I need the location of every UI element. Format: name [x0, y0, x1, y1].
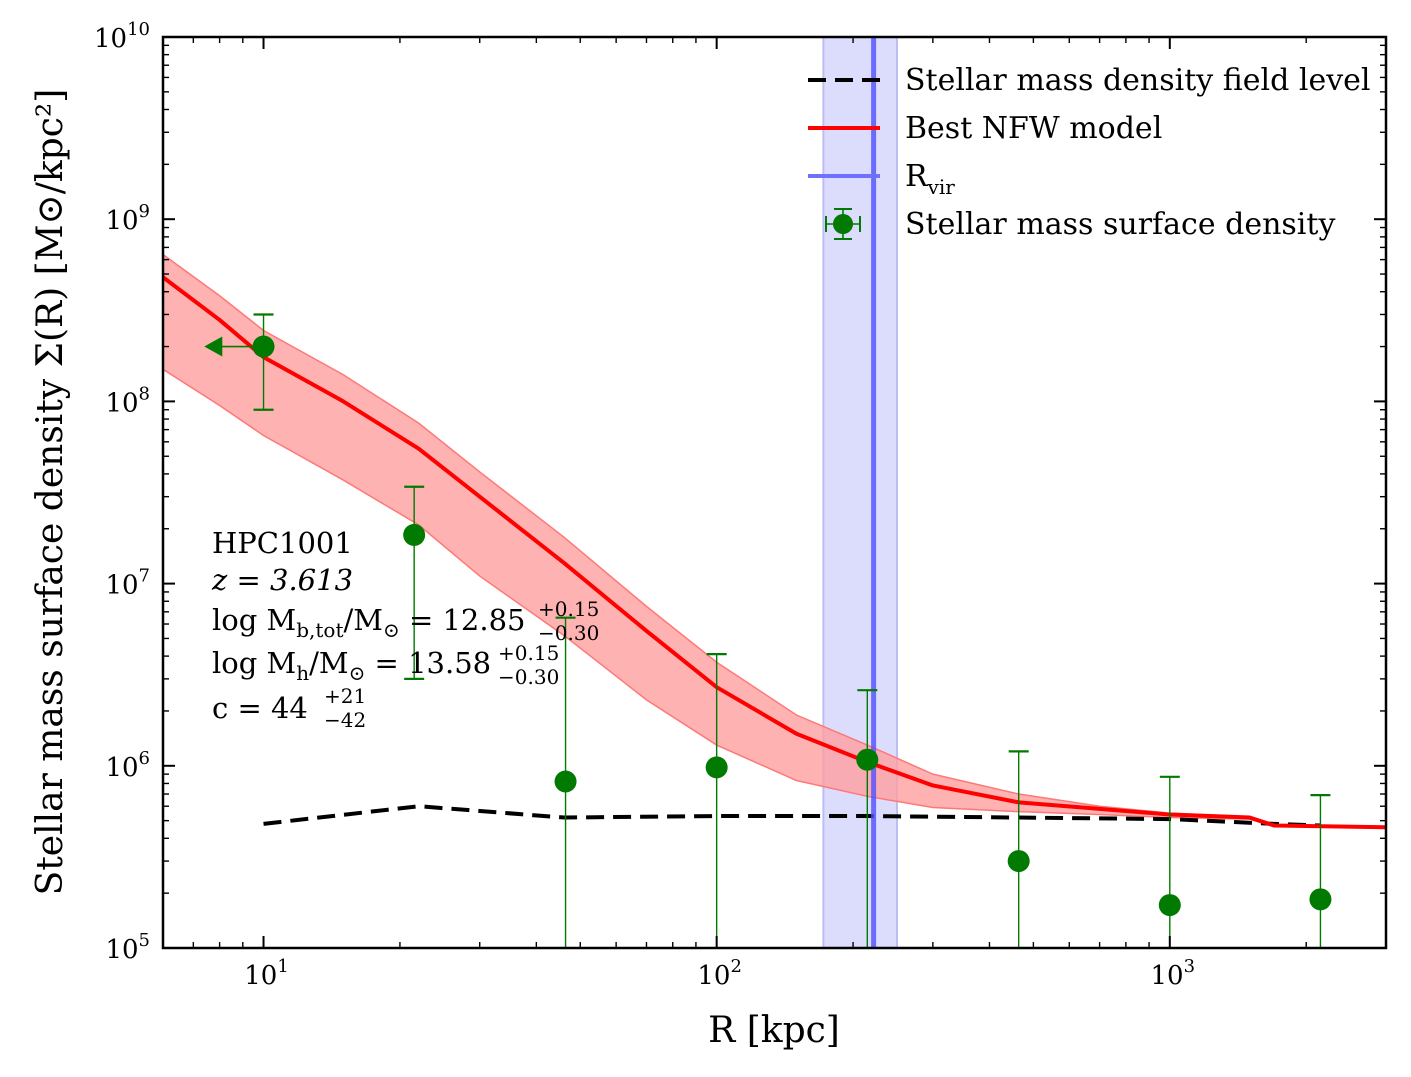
annotation-concentration: c = 44 — [212, 691, 308, 725]
y-tick-label: 108 — [105, 383, 150, 418]
data-point — [1007, 850, 1030, 873]
annotation-baryon-mass: log Mb,tot/M⊙ = 12.85 — [212, 603, 526, 642]
y-axis-label: Stellar mass surface density Σ(R) [M⊙/kp… — [30, 89, 71, 896]
x-tick-label: 102 — [697, 956, 742, 991]
point-layer — [204, 313, 1332, 948]
annotation-baryon-mass-upper: +0.15 — [538, 597, 599, 621]
legend: Stellar mass density field level Best NFW… — [808, 63, 1371, 242]
x-axis-label: R [kpc] — [708, 1010, 840, 1051]
annotation-baryon-mass-lower: −0.30 — [538, 621, 599, 645]
annotation-name: HPC1001 — [212, 526, 353, 560]
annotation-halo-mass-lower: −0.30 — [498, 665, 559, 689]
legend-label: Best NFW model — [905, 111, 1162, 146]
annotation-halo-mass-upper: +0.15 — [498, 641, 559, 665]
legend-label: Rvir — [905, 159, 955, 199]
data-point — [554, 770, 577, 793]
rvir-band — [822, 37, 898, 948]
nfw-band-layer — [163, 253, 1386, 829]
annotation-redshift: z = 3.613 — [211, 563, 353, 597]
annotation-concentration-lower: −42 — [324, 708, 366, 732]
annotation-concentration-upper: +21 — [324, 684, 366, 708]
rvir-layer — [822, 37, 898, 948]
data-point — [1158, 894, 1181, 917]
y-tick-label: 1010 — [94, 19, 150, 54]
legend-label: Stellar mass density field level — [905, 63, 1371, 98]
upper-limit-arrowhead — [204, 336, 223, 357]
nfw-uncertainty-band — [163, 253, 1386, 829]
data-point — [252, 335, 275, 358]
tick-label-layer: 101 102 103 105 106 107 108 109 1010 — [94, 19, 1195, 991]
y-tick-label: 109 — [105, 201, 150, 236]
data-point — [1309, 888, 1332, 911]
annotation-halo-mass: log Mh/M⊙ = 13.58 — [212, 646, 491, 685]
y-tick-label: 106 — [105, 748, 150, 783]
x-tick-label: 103 — [1151, 956, 1196, 991]
plot-frame — [161, 35, 1388, 950]
plot-area — [163, 37, 1386, 948]
legend-marker-point — [833, 214, 853, 234]
data-point — [403, 523, 426, 546]
data-point — [856, 748, 879, 771]
data-point — [705, 756, 728, 779]
legend-label: Stellar mass surface density — [905, 207, 1335, 242]
y-tick-label: 107 — [105, 566, 150, 601]
annotation-box: HPC1001 z = 3.613 log Mb,tot/M⊙ = 12.85 … — [211, 526, 599, 732]
nfw-model-line — [163, 275, 1386, 830]
y-tick-label: 105 — [105, 930, 150, 965]
x-tick-label: 101 — [244, 956, 289, 991]
